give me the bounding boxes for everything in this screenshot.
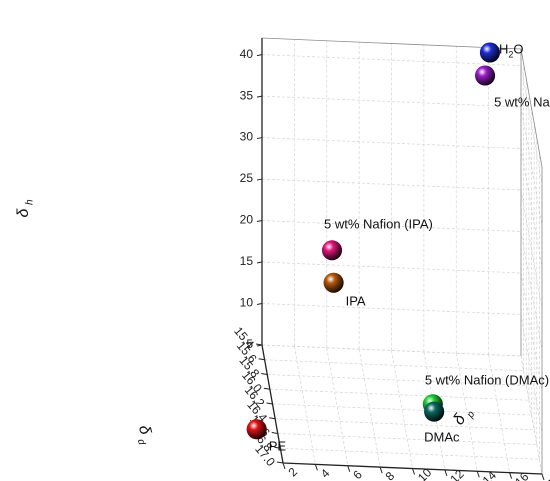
wall-grid-line bbox=[261, 178, 522, 191]
y-axis-title: δp bbox=[450, 409, 477, 428]
y-tick-mark bbox=[412, 468, 415, 475]
y-tick-label: 2 bbox=[285, 465, 300, 480]
y-tick-mark bbox=[509, 472, 513, 479]
floor-grid-line bbox=[267, 374, 527, 386]
floor-grid-line bbox=[277, 433, 537, 445]
x-tick-mark bbox=[269, 417, 276, 420]
data-point bbox=[322, 240, 342, 261]
y-tick-mark bbox=[541, 473, 545, 481]
x-tick-mark bbox=[258, 358, 265, 361]
floor-grid-line bbox=[272, 403, 532, 416]
z-tick-label: 5 bbox=[246, 337, 253, 351]
z-tick-label: 15 bbox=[240, 254, 254, 268]
point-label: 5 wt% Nafion (H2O) bbox=[494, 95, 550, 113]
box-edge bbox=[520, 48, 543, 168]
wall-grid-line bbox=[261, 137, 522, 149]
z-tick-label: 30 bbox=[240, 130, 254, 144]
point-label-text: 5 wt% Nafion (IPA) bbox=[324, 217, 433, 232]
point-label: PE bbox=[269, 439, 287, 454]
z-tick-mark bbox=[256, 220, 263, 223]
z-tick-mark bbox=[256, 54, 263, 57]
point-label-suffix: O bbox=[513, 42, 523, 57]
wall-grid-line bbox=[261, 303, 522, 315]
y-tick-mark bbox=[314, 464, 318, 471]
wall-grid-line bbox=[261, 95, 522, 108]
point-label-text: DMAc bbox=[424, 430, 460, 445]
data-point bbox=[424, 401, 445, 422]
y-tick-label: 6 bbox=[350, 467, 365, 481]
point-label-text: IPA bbox=[346, 294, 366, 309]
z-axis-title-symbol: δ bbox=[15, 207, 32, 217]
point-label-subscript: 2 bbox=[508, 50, 513, 60]
z-tick-label: 40 bbox=[240, 47, 254, 61]
point-label-text: PE bbox=[269, 439, 287, 454]
point-label: 5 wt% Nafion (DMAc) bbox=[425, 373, 549, 388]
point-label-text: 5 wt% Nafion (H bbox=[494, 95, 550, 110]
z-tick-label: 35 bbox=[240, 88, 254, 102]
point-label: 5 wt% Nafion (IPA) bbox=[324, 217, 433, 232]
wall-grid-line bbox=[261, 220, 522, 232]
data-point bbox=[323, 272, 344, 293]
y-tick-label: 18 bbox=[544, 471, 550, 481]
x-tick-mark bbox=[263, 387, 270, 390]
wall-grid-line bbox=[261, 344, 522, 357]
x-tick-mark bbox=[255, 343, 263, 346]
y-tick-mark bbox=[282, 462, 286, 470]
y-tick-label: 16 bbox=[512, 469, 532, 481]
floor-grid-line bbox=[280, 447, 540, 460]
floor-grid-line bbox=[269, 388, 529, 401]
data-point bbox=[246, 419, 267, 440]
z-tick-label: 10 bbox=[240, 296, 254, 310]
z-tick-label: 25 bbox=[240, 171, 254, 185]
x-tick-mark bbox=[274, 446, 281, 449]
x-axis-title-subscript: d bbox=[135, 438, 147, 447]
y-tick-mark bbox=[347, 465, 351, 472]
z-axis-title: δh bbox=[15, 199, 35, 217]
y-tick-mark bbox=[476, 471, 480, 478]
data-point bbox=[475, 65, 496, 86]
x-tick-mark bbox=[271, 432, 278, 434]
point-label: DMAc bbox=[424, 430, 460, 445]
z-tick-mark bbox=[256, 303, 263, 306]
y-tick-label: 8 bbox=[383, 469, 398, 481]
z-tick-mark bbox=[256, 178, 263, 181]
wall-grid-line bbox=[261, 54, 522, 66]
wall-grid-line bbox=[261, 261, 522, 274]
y-tick-label: 12 bbox=[447, 467, 467, 481]
x-tick-mark bbox=[266, 402, 273, 405]
y-tick-mark bbox=[379, 466, 383, 474]
point-label: H2O bbox=[499, 42, 524, 60]
floor-grid-line bbox=[264, 359, 524, 372]
z-tick-mark bbox=[256, 137, 263, 140]
y-tick-label: 14 bbox=[480, 468, 500, 481]
y-tick-mark bbox=[444, 469, 448, 477]
z-tick-mark bbox=[256, 95, 263, 98]
x-tick-mark bbox=[276, 461, 284, 464]
x-axis-title: δd bbox=[135, 423, 154, 447]
z-axis-title-subscript: h bbox=[25, 199, 36, 205]
x-axis-title-symbol: δ bbox=[135, 423, 154, 437]
point-label: IPA bbox=[346, 294, 366, 309]
point-label-text: 5 wt% Nafion (DMAc) bbox=[425, 373, 549, 388]
y-tick-label: 10 bbox=[415, 465, 435, 481]
box-edge bbox=[261, 37, 522, 50]
x-tick-mark bbox=[261, 373, 268, 375]
data-point bbox=[479, 42, 500, 63]
floor-grid-line bbox=[275, 418, 535, 431]
y-tick-label: 4 bbox=[318, 466, 333, 481]
z-tick-mark bbox=[256, 261, 263, 264]
z-tick-label: 20 bbox=[240, 213, 254, 227]
point-label-text: H bbox=[499, 42, 508, 57]
